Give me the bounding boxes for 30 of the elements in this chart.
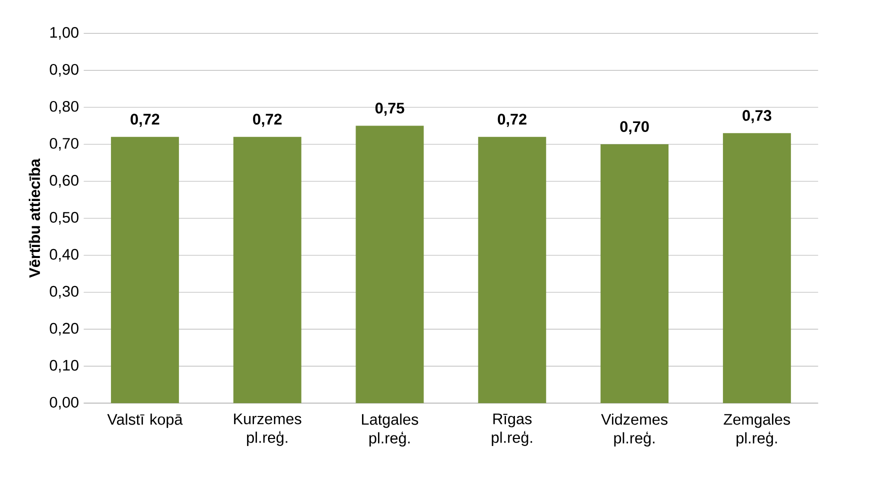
bar xyxy=(356,126,424,404)
y-tick-label: 0,00 xyxy=(50,396,78,410)
y-tick-label: 0,80 xyxy=(50,100,78,114)
x-tick-label: Rīgas pl.reģ. xyxy=(492,414,532,446)
data-label: 0,72 xyxy=(498,114,526,127)
y-tick-label: 0,60 xyxy=(50,174,78,188)
y-tick-label: 0,40 xyxy=(50,248,78,262)
data-label: 0,72 xyxy=(130,114,160,127)
y-tick-label: 0,70 xyxy=(50,138,78,151)
bar xyxy=(600,144,669,404)
bar xyxy=(233,136,302,404)
data-label: 0,75 xyxy=(375,102,404,116)
x-tick-label: Kurzemes pl.reģ. xyxy=(234,414,302,446)
data-label: 0,72 xyxy=(253,114,282,127)
y-tick-label: 1,00 xyxy=(50,26,78,40)
data-label: 0,73 xyxy=(742,110,772,124)
y-tick-label: 0,30 xyxy=(50,286,78,298)
bar xyxy=(110,136,179,404)
y-tick-label: 0,20 xyxy=(50,322,78,336)
data-label: 0,70 xyxy=(620,121,649,134)
x-tick-label: Vidzemes pl.reģ. xyxy=(601,414,668,446)
x-tick-label: Latgales pl.reģ. xyxy=(362,414,418,446)
y-tick-label: 0,10 xyxy=(50,360,78,372)
bar xyxy=(722,133,791,404)
y-tick-label: 0,50 xyxy=(50,212,78,225)
x-tick-label: Valstī kopā xyxy=(107,414,183,428)
y-tick-label: 0,90 xyxy=(50,64,78,77)
x-tick-label: Zemgales pl.reģ. xyxy=(724,414,790,446)
y-axis-title: Vērtību attiecība xyxy=(28,158,40,278)
bar xyxy=(478,136,546,404)
